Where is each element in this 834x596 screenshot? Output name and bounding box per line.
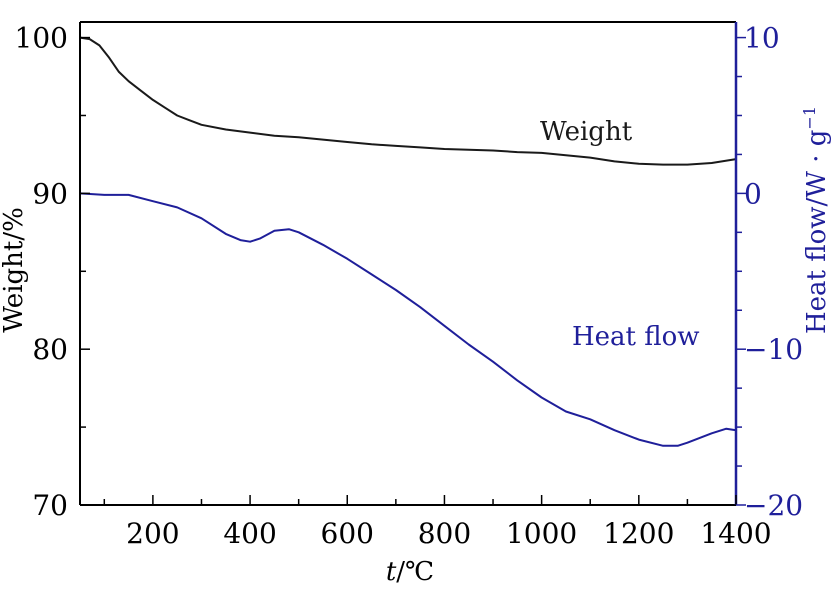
weight-line <box>79 36 737 166</box>
x-axis-title-unit: /℃ <box>396 557 434 587</box>
y2-tick-label: 0 <box>744 177 762 210</box>
y-axis-title: Weight/% <box>0 207 29 333</box>
x-axis-title-variable: t <box>386 557 397 587</box>
x-tick-label: 1400 <box>700 517 771 550</box>
series-layer <box>79 36 737 447</box>
y-tick-label: 90 <box>32 177 68 210</box>
y-tick-label: 80 <box>32 333 68 366</box>
axes-layer: 200 400 600 800 1000 1200 1400 70 80 90 100 −20 −10 0… <box>15 21 803 550</box>
y-tick-label: 100 <box>15 22 68 55</box>
x-axis-title: t/℃ <box>386 557 434 587</box>
y-tick-label: 70 <box>32 489 68 522</box>
x-tick-label: 800 <box>418 517 471 550</box>
x-tick-label: 400 <box>223 517 276 550</box>
weight-series-label: Weight <box>540 117 633 147</box>
y2-axis-title-main: Heat flow/W · g <box>802 130 832 334</box>
y2-tick-label: −20 <box>744 489 803 522</box>
heat-flow-line <box>79 192 737 447</box>
x-tick-label: 1200 <box>603 517 674 550</box>
y2-tick-label: −10 <box>744 333 803 366</box>
x-tick-label: 1000 <box>506 517 577 550</box>
y2-axis-title-superscript: −1 <box>800 106 819 130</box>
y2-tick-label: 10 <box>744 22 780 55</box>
x-tick-label: 200 <box>126 517 179 550</box>
y2-axis-title: Heat flow/W · g−1 <box>800 106 832 334</box>
x-tick-label: 600 <box>321 517 374 550</box>
heat-flow-series-label: Heat flow <box>572 322 700 352</box>
